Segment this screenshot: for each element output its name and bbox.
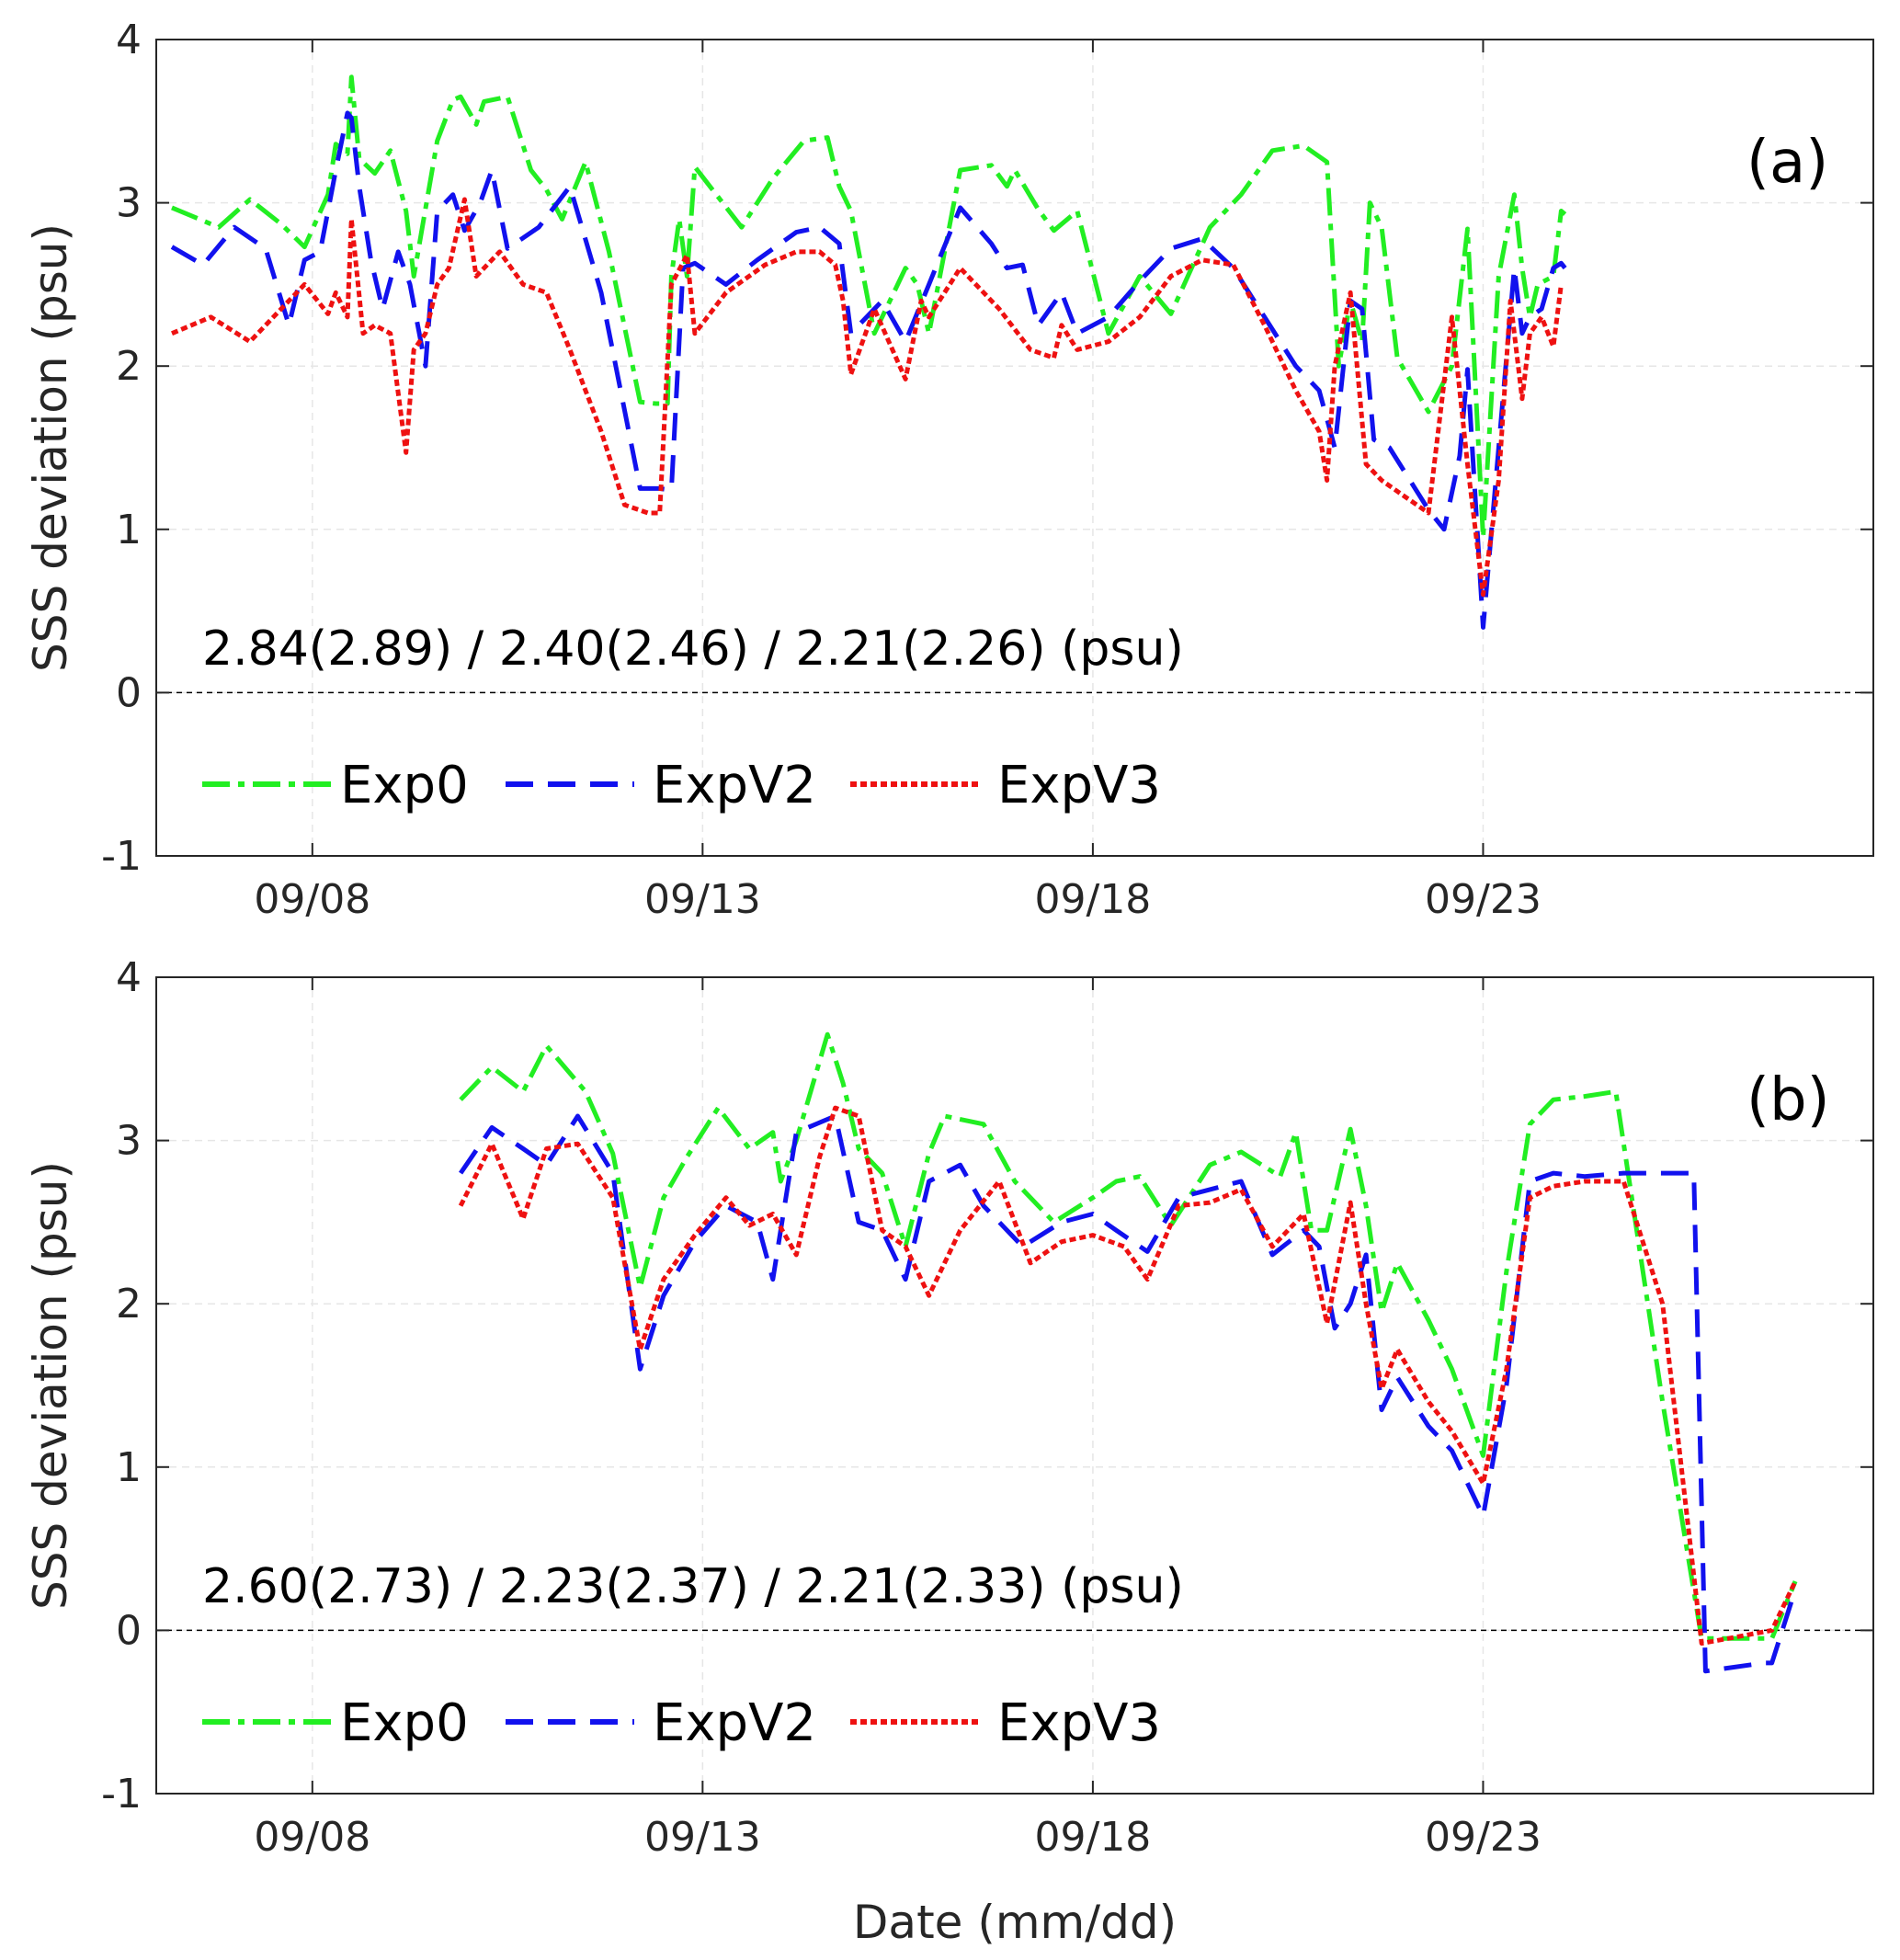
y-tick-label: 3 [116,1118,142,1165]
y-tick-labels: -1 0 1 2 3 4 [101,954,142,1818]
x-tick-label: 09/23 [1425,1814,1542,1861]
panel-label: (a) [1746,129,1828,197]
y-tick-label: -1 [101,833,142,880]
legend-label-expv3: ExpV3 [997,1693,1161,1753]
y-axis-label: SSS deviation (psu) [24,1161,77,1610]
y-tick-label: 3 [116,180,142,227]
legend: Exp0 ExpV2 ExpV3 [202,1693,1161,1753]
x-tick-label: 09/08 [254,876,370,923]
tick-marks [156,39,1873,857]
axes-box [155,976,1874,1795]
panel-label: (b) [1746,1066,1830,1134]
y-tick-label: 2 [116,1281,142,1328]
y-tick-label: 4 [116,954,142,1001]
legend-label-exp0: Exp0 [340,756,469,815]
x-axis-label: Date (mm/dd) [853,1896,1177,1949]
stats-annotation: 2.84(2.89) / 2.40(2.46) / 2.21(2.26) (ps… [202,621,1184,677]
series-line-exp0 [171,74,1567,541]
legend: Exp0 ExpV2 ExpV3 [202,756,1161,815]
panel-a: -1 0 1 2 3 4 09/08 09/13 09/18 09/23 SSS deviati… [24,17,1874,923]
legend-label-exp0: Exp0 [340,1693,469,1753]
y-tick-label: 0 [116,1607,142,1654]
tick-marks [156,976,1873,1795]
legend-label-expv2: ExpV2 [653,1693,816,1753]
series-lines [458,1031,1798,1674]
x-tick-label: 09/23 [1425,876,1542,923]
x-tick-labels: 09/08 09/13 09/18 09/23 [254,1814,1541,1861]
series-line-expv3 [458,1105,1798,1647]
y-tick-labels: -1 0 1 2 3 4 [101,17,142,880]
y-tick-label: 1 [116,507,142,553]
y-tick-label: 1 [116,1444,142,1491]
x-tick-label: 09/13 [644,876,761,923]
y-tick-label: 2 [116,343,142,390]
series-line-exp0 [459,1031,1798,1641]
series-line-expv2 [170,110,1567,630]
x-tick-labels: 09/08 09/13 09/18 09/23 [254,876,1541,923]
panel-b: -1 0 1 2 3 4 09/08 09/13 09/18 09/23 SSS deviati… [24,954,1874,1861]
series-line-expv3 [171,197,1564,598]
axes-box [155,39,1874,857]
x-tick-label: 09/18 [1035,876,1152,923]
stats-annotation: 2.60(2.73) / 2.23(2.37) / 2.21(2.33) (ps… [202,1559,1184,1614]
legend-label-expv3: ExpV3 [997,756,1161,815]
y-tick-label: -1 [101,1771,142,1818]
x-tick-label: 09/13 [644,1814,761,1861]
legend-label-expv2: ExpV2 [653,756,816,815]
x-tick-label: 09/18 [1035,1814,1152,1861]
y-tick-label: 4 [116,17,142,63]
series-line-expv2 [459,1113,1798,1674]
y-axis-label: SSS deviation (psu) [24,223,77,672]
y-tick-label: 0 [116,669,142,716]
series-lines [170,74,1567,630]
x-tick-label: 09/08 [254,1814,370,1861]
